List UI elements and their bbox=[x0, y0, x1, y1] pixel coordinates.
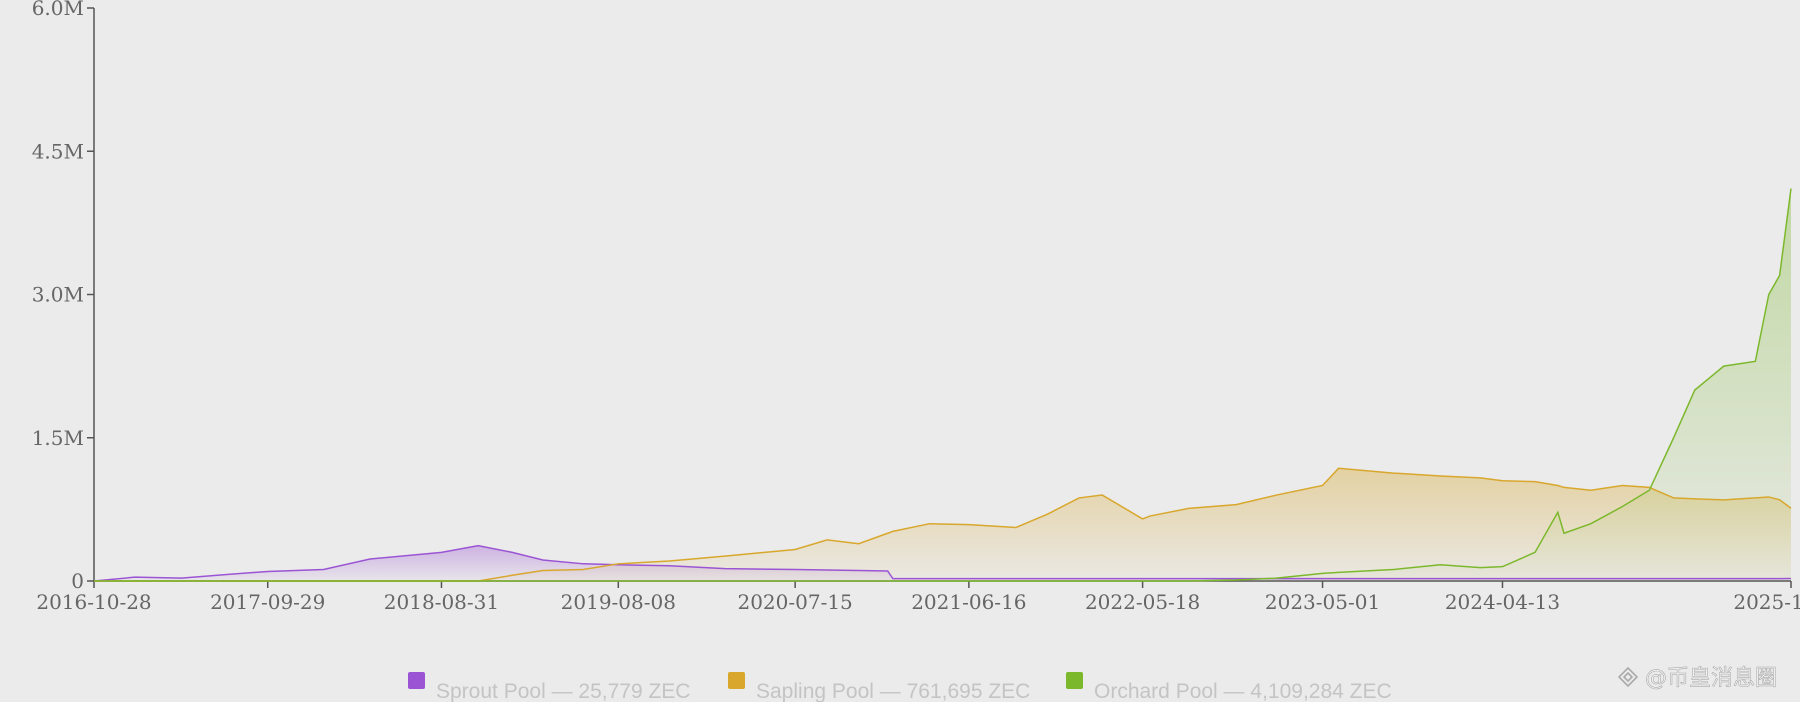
watermark-icon bbox=[1617, 666, 1639, 688]
x-tick-label: 2022-05-18 bbox=[1085, 590, 1200, 614]
x-tick-label: 2019-08-08 bbox=[561, 590, 676, 614]
legend-swatch bbox=[1066, 672, 1083, 689]
line bbox=[94, 188, 1792, 582]
x-tick-label: 2025-10-23 bbox=[1733, 590, 1800, 614]
icon bbox=[1617, 666, 1639, 688]
x-tick-label: 2016-10-28 bbox=[36, 590, 151, 614]
area bbox=[94, 188, 1791, 581]
watermark: @币皇消息圈 bbox=[1645, 666, 1777, 691]
legend-item: Sprout Pool — 25,779 ZEC bbox=[408, 672, 690, 702]
x-tick-label: 2023-05-01 bbox=[1265, 590, 1380, 614]
plot: 0 1.5M 3.0M 4.5M 6.0M 2016-10-28 2017-09-29 201… bbox=[32, 0, 1800, 614]
x-tick-label: 2021-06-16 bbox=[911, 590, 1026, 614]
legend-label: Sprout Pool — 25,779 ZEC bbox=[436, 680, 690, 702]
legend-item: Orchard Pool — 4,109,284 ZEC bbox=[1066, 672, 1392, 702]
x-tick-label: 2020-07-15 bbox=[737, 590, 852, 614]
x-tick-label: 2018-08-31 bbox=[384, 590, 499, 614]
legend-item: Sapling Pool — 761,695 ZEC bbox=[728, 672, 1030, 702]
line bbox=[94, 467, 1792, 582]
legend-label: Sapling Pool — 761,695 ZEC bbox=[756, 680, 1030, 702]
legend-swatch bbox=[728, 672, 745, 689]
legend-swatch bbox=[408, 672, 425, 689]
y-tick-label: 3.0M bbox=[32, 283, 84, 307]
y-tick-label: 1.5M bbox=[32, 426, 84, 450]
y-tick-label: 0 bbox=[71, 569, 84, 593]
y-tick-label: 6.0M bbox=[32, 0, 84, 20]
legend-label: Orchard Pool — 4,109,284 ZEC bbox=[1094, 680, 1392, 702]
y-tick-label: 4.5M bbox=[32, 139, 84, 163]
x-tick-label: 2024-04-13 bbox=[1445, 590, 1560, 614]
x-tick-label: 2017-09-29 bbox=[210, 590, 325, 614]
line bbox=[93, 544, 1792, 582]
